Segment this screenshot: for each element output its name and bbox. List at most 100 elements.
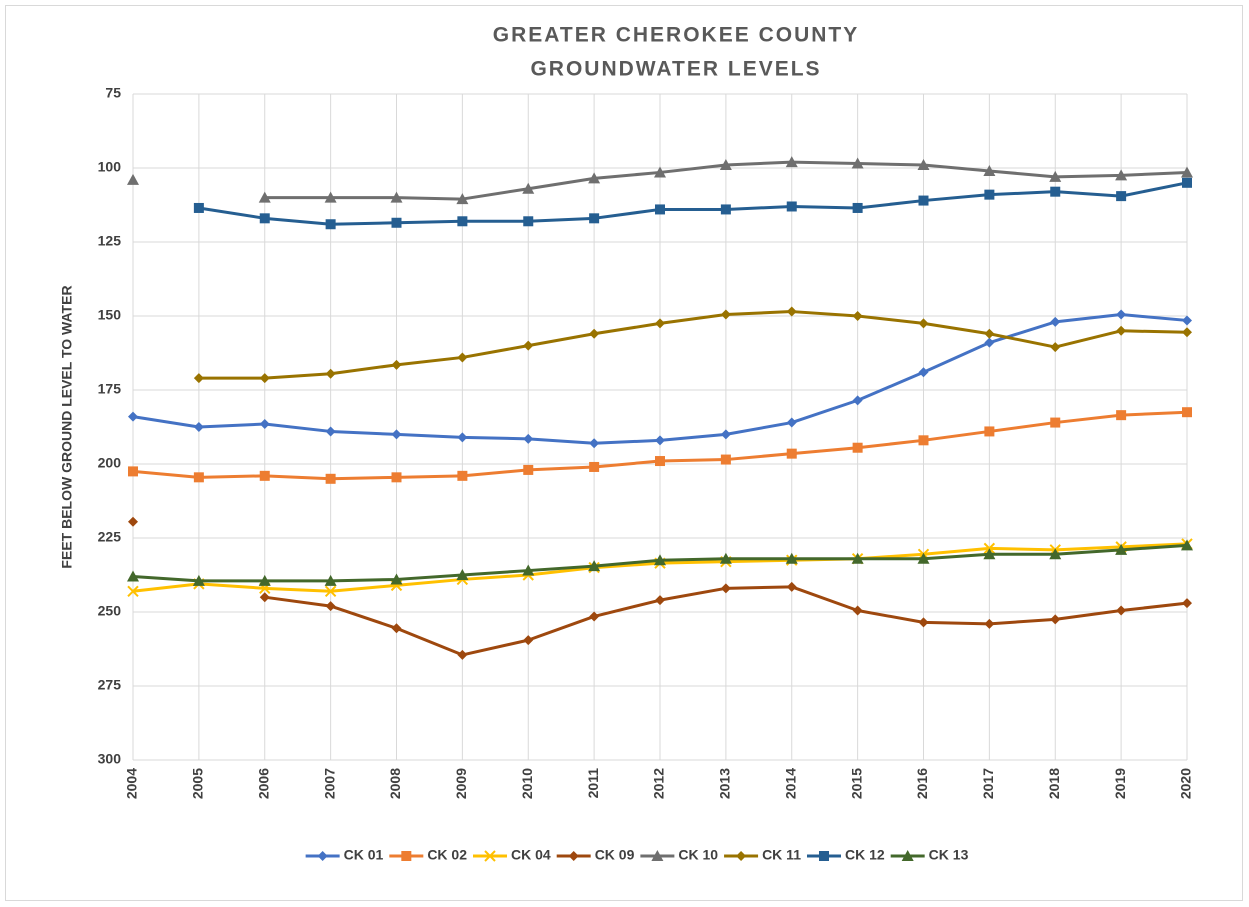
data-point bbox=[720, 204, 731, 215]
data-point bbox=[457, 649, 468, 660]
x-tick-label: 2016 bbox=[914, 768, 930, 799]
data-point bbox=[193, 472, 204, 483]
data-point bbox=[852, 442, 863, 453]
data-point bbox=[259, 419, 270, 430]
data-point bbox=[127, 585, 139, 597]
data-point bbox=[852, 395, 863, 406]
data-point bbox=[325, 219, 336, 230]
data-point bbox=[917, 159, 930, 171]
legend-label: CK 12 bbox=[845, 847, 885, 863]
x-tick-label: 2020 bbox=[1178, 768, 1194, 799]
data-point bbox=[720, 429, 731, 440]
data-point bbox=[259, 213, 270, 224]
data-point bbox=[391, 359, 402, 370]
legend-marker bbox=[901, 850, 914, 861]
x-tick-label: 2011 bbox=[585, 768, 601, 799]
data-point bbox=[1050, 614, 1061, 625]
data-point bbox=[1115, 543, 1128, 555]
x-tick-label: 2004 bbox=[124, 768, 140, 799]
data-point bbox=[984, 189, 995, 200]
data-point bbox=[851, 157, 864, 169]
data-point bbox=[984, 328, 995, 339]
chart-title: GROUNDWATER LEVELS bbox=[530, 58, 821, 81]
y-tick-label: 75 bbox=[105, 85, 121, 101]
data-point bbox=[1116, 325, 1127, 336]
data-point bbox=[127, 173, 139, 185]
data-point bbox=[654, 166, 666, 178]
y-tick-label: 100 bbox=[98, 159, 122, 175]
data-point bbox=[391, 429, 402, 440]
data-point bbox=[259, 470, 270, 481]
data-point bbox=[325, 473, 336, 484]
data-point bbox=[852, 605, 863, 616]
legend-marker bbox=[401, 851, 412, 861]
legend-label: CK 01 bbox=[344, 847, 384, 863]
data-point bbox=[324, 585, 337, 597]
data-point bbox=[1116, 410, 1127, 421]
data-point bbox=[1049, 548, 1062, 560]
data-point bbox=[258, 574, 271, 586]
data-point bbox=[918, 318, 929, 329]
data-point bbox=[918, 367, 929, 378]
series-line bbox=[198, 310, 1188, 380]
chart-border bbox=[5, 5, 1243, 901]
data-point bbox=[785, 156, 798, 168]
x-tick-label: 2014 bbox=[782, 768, 798, 799]
data-point bbox=[325, 368, 336, 379]
data-point bbox=[258, 191, 271, 203]
data-point bbox=[589, 461, 600, 472]
y-tick-label: 150 bbox=[98, 307, 122, 323]
data-point bbox=[720, 583, 731, 594]
data-point bbox=[523, 216, 534, 227]
x-tick-label: 2006 bbox=[255, 768, 271, 799]
data-point bbox=[1182, 327, 1192, 338]
data-point bbox=[523, 340, 534, 351]
data-point bbox=[719, 159, 732, 171]
chart-title: GREATER CHEROKEE COUNTY bbox=[493, 24, 859, 47]
data-point bbox=[522, 564, 535, 576]
data-point bbox=[786, 306, 797, 317]
data-point bbox=[457, 216, 468, 227]
data-point bbox=[1116, 309, 1127, 320]
data-point bbox=[984, 426, 995, 437]
data-point bbox=[391, 472, 402, 483]
data-point bbox=[457, 352, 468, 363]
legend-label: CK 09 bbox=[595, 847, 635, 863]
x-tick-label: 2007 bbox=[321, 768, 337, 799]
data-point bbox=[193, 202, 204, 213]
data-point bbox=[589, 213, 600, 224]
data-point bbox=[655, 204, 665, 215]
data-point bbox=[456, 569, 469, 580]
data-point bbox=[852, 202, 863, 213]
data-point bbox=[457, 432, 468, 443]
data-point bbox=[1116, 605, 1127, 616]
data-point bbox=[1116, 191, 1127, 202]
data-point bbox=[390, 573, 403, 585]
legend-marker bbox=[736, 851, 747, 861]
data-point bbox=[719, 552, 732, 564]
data-point bbox=[522, 182, 535, 194]
data-point bbox=[324, 191, 337, 203]
legend-marker bbox=[818, 851, 829, 861]
data-point bbox=[1181, 166, 1193, 178]
data-point bbox=[128, 516, 138, 527]
legend-label: CK 02 bbox=[427, 847, 467, 863]
series-line bbox=[198, 181, 1188, 226]
data-point bbox=[1182, 177, 1192, 188]
data-point bbox=[523, 635, 534, 646]
data-point bbox=[523, 464, 534, 475]
y-tick-label: 225 bbox=[98, 529, 122, 545]
data-point bbox=[655, 318, 665, 329]
y-tick-label: 175 bbox=[98, 381, 122, 397]
data-point bbox=[128, 411, 138, 422]
data-point bbox=[193, 422, 204, 432]
data-point bbox=[984, 618, 995, 629]
data-point bbox=[918, 435, 929, 446]
data-point bbox=[1050, 417, 1061, 428]
data-point bbox=[1181, 539, 1193, 551]
data-point bbox=[324, 574, 337, 586]
data-point bbox=[456, 193, 469, 205]
x-tick-label: 2009 bbox=[453, 768, 469, 799]
